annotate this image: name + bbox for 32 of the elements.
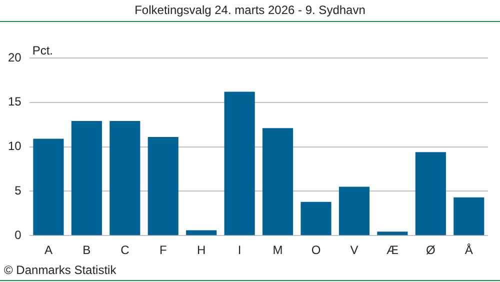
x-tick-label: V — [350, 243, 358, 258]
bar — [71, 121, 102, 236]
bar — [33, 138, 64, 236]
bar — [415, 152, 446, 236]
bar — [262, 128, 294, 236]
y-tick-label: 10 — [8, 139, 22, 154]
bar — [454, 197, 484, 236]
text: © Danmarks Statistik — [4, 263, 116, 277]
x-tick-label: F — [159, 243, 167, 258]
x-tick-label: I — [238, 243, 242, 258]
y-axis-title: Pct. — [32, 43, 54, 58]
bar — [110, 121, 140, 236]
bar — [186, 230, 217, 236]
x-tick-label: Æ — [386, 243, 398, 258]
y-tick-label: 15 — [8, 94, 22, 109]
bar — [224, 92, 255, 236]
bar — [377, 232, 408, 236]
bar — [300, 202, 332, 236]
x-tick-label: B — [82, 243, 91, 258]
y-tick-label: 5 — [14, 184, 22, 198]
y-tick-label: 0 — [14, 228, 22, 242]
chart-title: Folketingsvalg 24. marts 2026 - 9. Sydhavn — [134, 2, 366, 19]
x-tick-label: A — [44, 243, 52, 258]
x-tick-label: O — [311, 243, 321, 258]
x-tick-label: Ø — [426, 243, 436, 258]
y-tick-label: 20 — [8, 50, 22, 64]
x-tick-label: Å — [464, 243, 473, 258]
x-tick-label: C — [120, 243, 130, 258]
bar — [148, 137, 178, 236]
x-tick-label: M — [272, 243, 283, 258]
bar — [338, 186, 370, 236]
x-tick-label: H — [197, 243, 206, 258]
